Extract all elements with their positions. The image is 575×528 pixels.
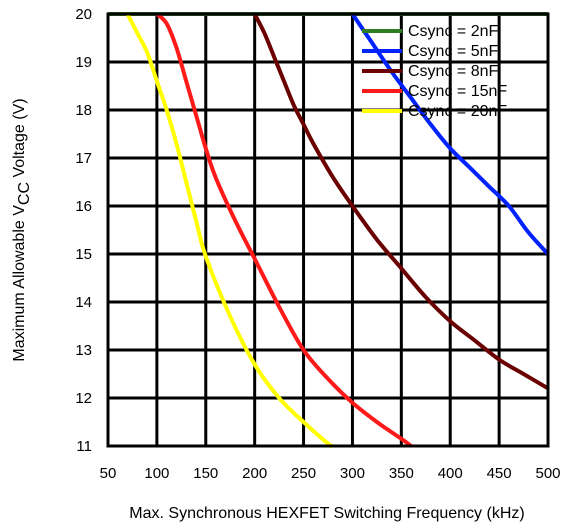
series-line-3 — [252, 13, 550, 391]
y-tick-label: 16 — [75, 198, 92, 215]
x-tick-label: 150 — [193, 465, 218, 482]
y-tick-label: 13 — [75, 342, 92, 359]
y-tick-labels: 11 12 13 14 15 16 17 18 19 20 — [75, 6, 92, 455]
x-tick-label: 450 — [487, 465, 512, 482]
x-tick-label: 350 — [389, 465, 414, 482]
x-tick-label: 200 — [242, 465, 267, 482]
legend-label: Csync = 8nF — [408, 63, 498, 80]
x-tick-label: 100 — [144, 465, 169, 482]
series-line-4 — [155, 12, 413, 448]
x-axis-label: Max. Synchronous HEXFET Switching Freque… — [129, 505, 524, 522]
y-axis-label-sub: CC — [16, 182, 33, 205]
x-tick-label: 250 — [291, 465, 316, 482]
legend-label: Csync = 5nF — [408, 43, 498, 60]
y-tick-label: 12 — [75, 390, 92, 407]
y-tick-label: 20 — [75, 6, 92, 23]
y-tick-label: 17 — [75, 150, 92, 167]
legend-label: Csync = 15nF — [408, 83, 507, 100]
y-tick-label: 18 — [75, 102, 92, 119]
x-tick-label: 500 — [535, 465, 560, 482]
x-tick-labels: 50 100 150 200 250 300 350 400 450 500 — [100, 465, 561, 482]
plot-frame — [106, 12, 550, 448]
y-axis-label-main: Maximum Allowable V — [11, 205, 28, 362]
x-tick-label: 400 — [438, 465, 463, 482]
legend-label: Csync = 20nF — [408, 103, 507, 120]
x-tick-label: 50 — [100, 465, 117, 482]
series-line-5 — [125, 13, 334, 449]
y-axis-label-tail: Voltage (V) — [11, 98, 28, 182]
legend: Csync = 2nF Csync = 5nF Csync = 8nF Csync =… — [362, 23, 507, 120]
legend-label: Csync = 2nF — [408, 23, 498, 40]
y-tick-label: 19 — [75, 54, 92, 71]
y-tick-label: 11 — [76, 438, 92, 455]
series-line-2 — [350, 12, 550, 256]
y-axis-label: Maximum Allowable VCC Voltage (V) — [11, 98, 33, 361]
x-tick-label: 300 — [340, 465, 365, 482]
y-tick-label: 15 — [75, 246, 92, 263]
y-tick-label: 14 — [75, 294, 92, 311]
